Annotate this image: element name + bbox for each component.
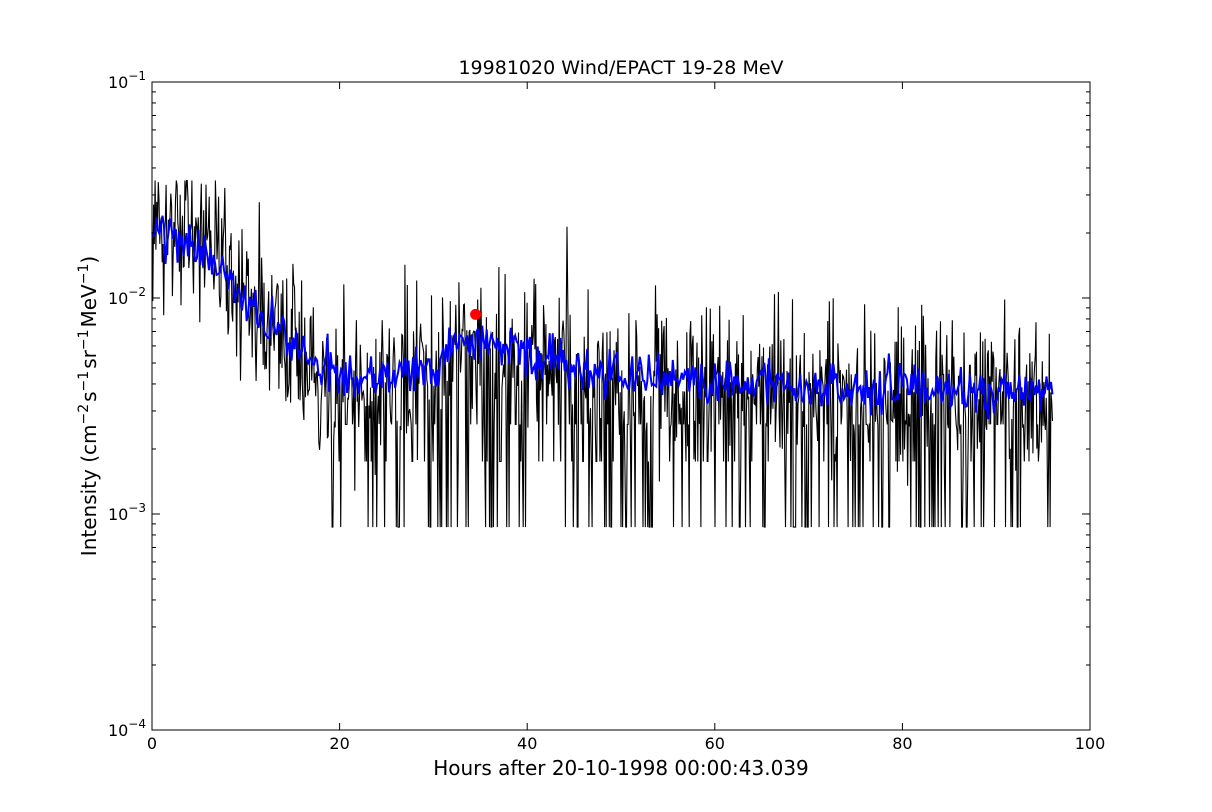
plot-frame: [151, 81, 1091, 731]
y-tick-labels: 10−1 10−2 10−3 10−4: [108, 69, 146, 740]
x-axis-label: Hours after 20-10-1998 00:00:43.039: [433, 756, 809, 780]
tick-layer: [151, 81, 1091, 731]
data-marker: [470, 308, 482, 320]
x-tick-label: 20: [329, 734, 349, 753]
series-line-smoothed: [151, 215, 1054, 420]
y-axis-label: Intensity (cm−2s−1sr−1MeV−1): [76, 256, 101, 556]
marker-layer: [470, 308, 482, 320]
x-tick-labels: 0 20 40 60 80 100: [147, 734, 1105, 753]
series-layer: [151, 179, 1054, 528]
x-tick-label: 100: [1075, 734, 1106, 753]
x-tick-label: 40: [517, 734, 537, 753]
x-tick-label: 60: [705, 734, 725, 753]
chart-title: 19981020 Wind/EPACT 19-28 MeV: [458, 57, 783, 79]
y-tick-label: 10−4: [108, 717, 146, 740]
y-tick-label: 10−2: [108, 285, 146, 308]
plot-area: [151, 81, 1091, 731]
x-tick-label: 80: [892, 734, 912, 753]
x-tick-label: 0: [147, 734, 157, 753]
y-tick-label: 10−1: [108, 69, 146, 92]
y-tick-label: 10−3: [108, 501, 146, 524]
